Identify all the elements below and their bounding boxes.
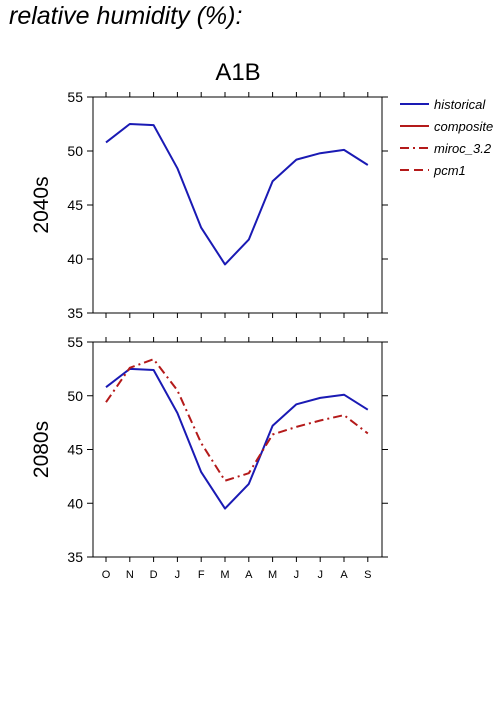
legend-label: composite xyxy=(434,119,493,134)
panel-ylabel: 2080s xyxy=(30,421,53,478)
series-line-historical xyxy=(105,367,369,510)
y-tick-label: 40 xyxy=(67,251,83,267)
x-tick-label: M xyxy=(268,569,277,581)
chart-panel-2080s: 35 40 45 50 55 2080s xyxy=(30,334,388,565)
x-tick-label: A xyxy=(340,569,348,581)
x-tick-label: F xyxy=(198,569,205,581)
chart-legend: historical composite miroc_3.2 pcm1 xyxy=(400,97,493,178)
plot-frame xyxy=(92,96,383,314)
y-tick-label: 50 xyxy=(67,388,83,404)
legend-label: miroc_3.2 xyxy=(434,141,492,156)
chart-title: A1B xyxy=(215,59,260,86)
y-tick-label: 40 xyxy=(67,495,83,511)
x-tick-label: J xyxy=(317,569,323,581)
y-tick-label: 50 xyxy=(67,143,83,159)
y-tick-label: 55 xyxy=(67,89,83,105)
x-tick-label: D xyxy=(150,569,158,581)
chart-panel-2040s: 35 40 45 50 55 2040s xyxy=(30,89,388,321)
plot-frame xyxy=(92,341,383,558)
series-line-historical xyxy=(105,123,369,266)
y-tick-label: 45 xyxy=(67,442,83,458)
x-tick-label: J xyxy=(294,569,300,581)
y-tick-label: 35 xyxy=(67,549,83,565)
panel-ylabel: 2040s xyxy=(30,176,53,233)
x-tick-label: S xyxy=(364,569,371,581)
y-tick-label: 45 xyxy=(67,197,83,213)
legend-label: pcm1 xyxy=(433,163,466,178)
page-title: relative humidity (%): xyxy=(9,2,243,30)
y-tick-label: 55 xyxy=(67,334,83,350)
x-tick-label: N xyxy=(126,569,134,581)
series-line-miroc-3-2 xyxy=(105,358,369,482)
y-tick-label: 35 xyxy=(67,305,83,321)
x-tick-label: J xyxy=(175,569,181,581)
x-tick-label: M xyxy=(220,569,229,581)
chart-panels: 35 40 45 50 55 2040s 35 40 45 50 55 2080s O N D J F M A M J J… xyxy=(30,89,388,581)
x-tick-label: A xyxy=(245,569,253,581)
legend-label: historical xyxy=(434,97,486,112)
x-tick-label: O xyxy=(102,569,111,581)
